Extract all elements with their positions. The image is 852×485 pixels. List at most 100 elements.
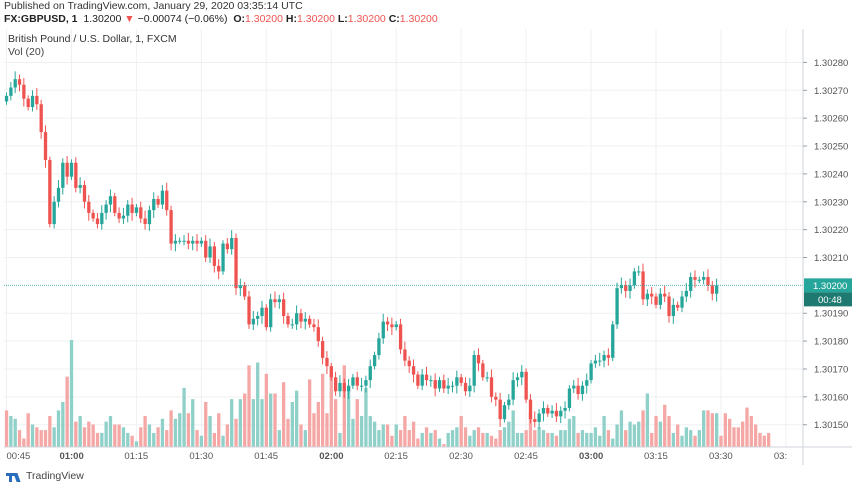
candle[interactable] <box>502 405 507 420</box>
candle[interactable] <box>4 95 9 102</box>
candle[interactable] <box>528 399 533 420</box>
candle[interactable] <box>372 355 377 367</box>
candle[interactable] <box>424 374 429 381</box>
candle[interactable] <box>238 285 243 289</box>
candle[interactable] <box>56 187 61 202</box>
candle[interactable] <box>121 215 126 219</box>
candle[interactable] <box>524 371 528 400</box>
candle[interactable] <box>165 190 169 211</box>
candle[interactable] <box>658 293 663 305</box>
candle[interactable] <box>95 218 100 225</box>
candle[interactable] <box>494 396 498 400</box>
candle[interactable] <box>338 382 342 392</box>
candle[interactable] <box>217 265 221 272</box>
candle[interactable] <box>403 349 407 361</box>
candle[interactable] <box>82 185 87 202</box>
candle[interactable] <box>390 324 394 328</box>
candle[interactable] <box>411 366 416 375</box>
candle[interactable] <box>316 327 320 342</box>
candle[interactable] <box>580 385 585 395</box>
candle[interactable] <box>585 380 589 386</box>
candle[interactable] <box>572 385 576 389</box>
candle[interactable] <box>156 198 160 205</box>
candle[interactable] <box>589 363 593 381</box>
candle[interactable] <box>52 201 56 225</box>
candle[interactable] <box>342 382 346 392</box>
candle[interactable] <box>152 198 156 211</box>
candle[interactable] <box>619 285 624 289</box>
candle[interactable] <box>489 377 494 397</box>
candle[interactable] <box>476 355 481 364</box>
candle[interactable] <box>446 385 450 389</box>
candle[interactable] <box>143 218 147 225</box>
candle[interactable] <box>333 377 338 392</box>
candle[interactable] <box>100 212 104 225</box>
candle[interactable] <box>602 355 606 361</box>
candle[interactable] <box>706 277 710 286</box>
candle[interactable] <box>243 285 247 297</box>
candle[interactable] <box>498 399 502 420</box>
candle[interactable] <box>295 313 299 325</box>
candle[interactable] <box>663 293 667 297</box>
candle[interactable] <box>277 299 281 303</box>
candle[interactable] <box>715 285 719 294</box>
candle[interactable] <box>130 204 134 213</box>
candle[interactable] <box>186 240 191 244</box>
candle[interactable] <box>221 243 225 272</box>
candle[interactable] <box>559 410 563 417</box>
candle[interactable] <box>377 338 381 356</box>
candle[interactable] <box>108 196 113 205</box>
candle[interactable] <box>139 207 143 219</box>
candle[interactable] <box>554 410 559 417</box>
candle[interactable] <box>442 380 446 389</box>
candle[interactable] <box>511 380 515 400</box>
candle[interactable] <box>433 380 437 389</box>
candle[interactable] <box>134 207 139 213</box>
candle[interactable] <box>611 324 615 358</box>
candle[interactable] <box>225 243 230 250</box>
candle[interactable] <box>312 324 316 328</box>
candle[interactable] <box>645 293 650 300</box>
candle[interactable] <box>113 196 117 213</box>
candle[interactable] <box>641 271 645 300</box>
volume-indicator-label[interactable]: Vol (20) <box>8 46 44 58</box>
candle[interactable] <box>407 360 411 367</box>
candle[interactable] <box>195 240 199 244</box>
candle[interactable] <box>606 355 611 358</box>
candle[interactable] <box>9 87 13 96</box>
candle[interactable] <box>303 318 307 322</box>
symbol-label[interactable]: FX:GBPUSD, 1 <box>4 13 78 25</box>
candle[interactable] <box>455 377 459 386</box>
candle[interactable] <box>30 95 35 108</box>
candle[interactable] <box>87 201 91 213</box>
candle[interactable] <box>437 380 442 389</box>
candle[interactable] <box>385 321 390 325</box>
candle[interactable] <box>104 204 108 213</box>
candle[interactable] <box>472 355 476 386</box>
candle[interactable] <box>632 271 637 286</box>
candle[interactable] <box>308 318 312 325</box>
candle[interactable] <box>17 79 22 85</box>
candle[interactable] <box>117 212 121 219</box>
candle[interactable] <box>450 385 455 387</box>
candle[interactable] <box>537 413 541 422</box>
candle[interactable] <box>43 132 48 160</box>
candle[interactable] <box>420 374 424 386</box>
candle[interactable] <box>26 98 30 108</box>
candle[interactable] <box>61 162 65 188</box>
candle[interactable] <box>463 382 468 392</box>
candle[interactable] <box>260 307 264 317</box>
candle[interactable] <box>567 388 572 408</box>
candle[interactable] <box>563 407 567 411</box>
candle[interactable] <box>654 296 658 305</box>
tradingview-logo[interactable]: TradingView <box>6 470 84 482</box>
candle[interactable] <box>576 385 580 395</box>
candle[interactable] <box>273 299 277 303</box>
candle[interactable] <box>702 277 706 280</box>
candle[interactable] <box>507 399 511 406</box>
candle[interactable] <box>208 246 212 258</box>
candle[interactable] <box>299 313 303 322</box>
candle[interactable] <box>485 377 489 379</box>
candle[interactable] <box>364 380 368 386</box>
price-chart[interactable]: 1.30280 1.30270 1.30260 1.30250 1.30240 1.302… <box>0 0 852 468</box>
